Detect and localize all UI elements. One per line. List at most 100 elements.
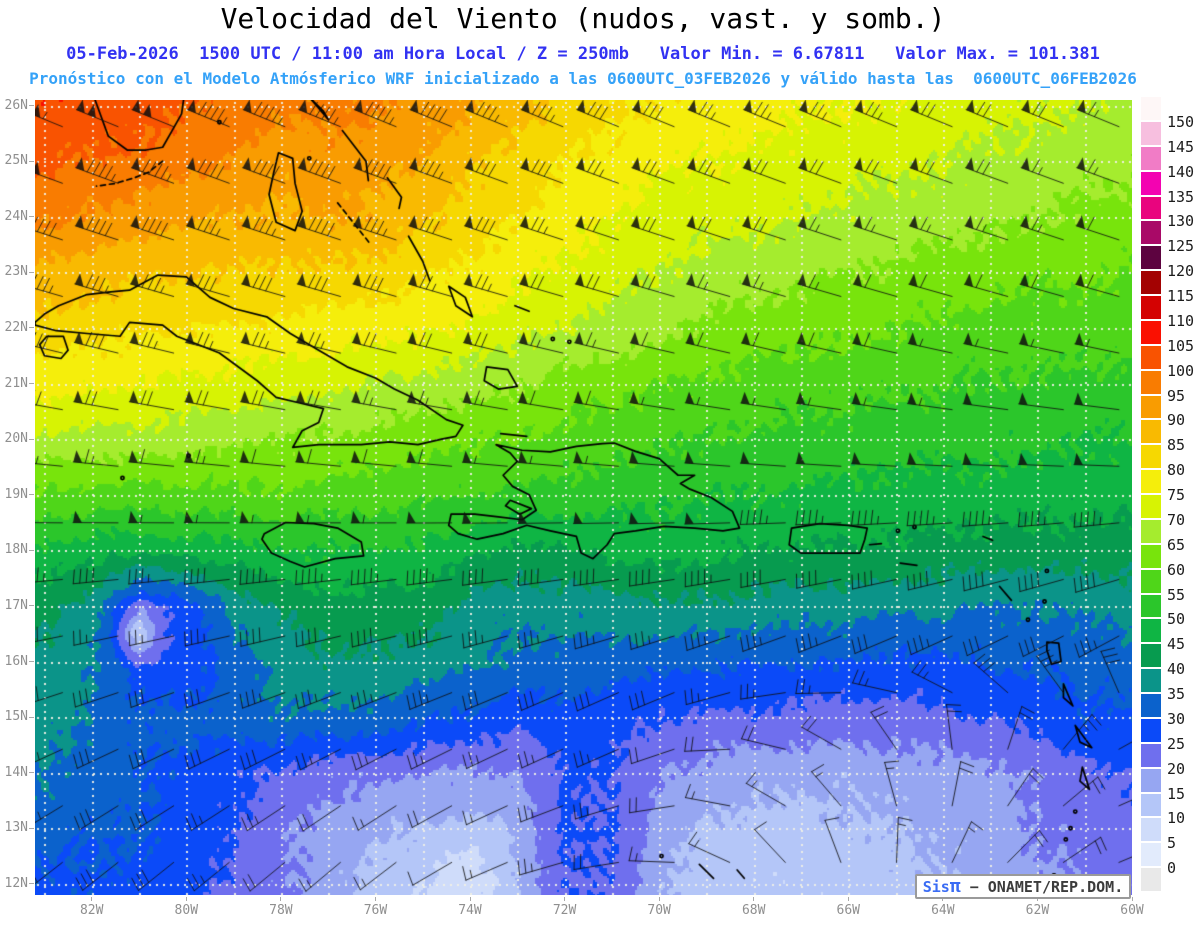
colorbar-band	[1141, 445, 1161, 471]
colorbar-band	[1141, 121, 1161, 147]
lat-tick	[29, 494, 34, 496]
colorbar-band	[1141, 793, 1161, 819]
watermark-box: Sis π − ONAMET/REP.DOM.	[915, 874, 1131, 899]
colorbar-band	[1141, 768, 1161, 794]
colorbar-band	[1141, 644, 1161, 670]
colorbar-band	[1141, 320, 1161, 346]
lon-label: 72W	[552, 903, 577, 918]
colorbar-level-label: 75	[1167, 486, 1186, 504]
lat-label: 22N	[4, 319, 28, 335]
colorbar-level-label: 80	[1167, 461, 1186, 480]
colorbar-band	[1141, 594, 1161, 620]
page-title: Velocidad del Viento (nudos, vast. y som…	[220, 2, 946, 35]
colorbar-band	[1141, 495, 1161, 520]
colorbar-level-label: 10	[1167, 809, 1186, 828]
lon-label: 66W	[836, 903, 861, 918]
colorbar-level-label: 25	[1167, 734, 1186, 753]
colorbar-level-label: 55	[1167, 585, 1186, 604]
colorbar-band	[1141, 619, 1161, 645]
lon-tick	[469, 897, 471, 901]
lat-label: 18N	[4, 542, 28, 558]
colorbar-level-label: 5	[1167, 834, 1177, 853]
lon-tick	[1131, 897, 1133, 901]
lat-tick	[29, 383, 34, 385]
colorbar-level-label: 70	[1167, 510, 1186, 529]
colorbar-level-label: 15	[1167, 784, 1186, 803]
colorbar-band	[1141, 97, 1161, 122]
lon-label: 70W	[647, 903, 671, 918]
colorbar-level-label: 145	[1167, 137, 1195, 156]
colorbar-band	[1141, 470, 1161, 495]
lon-label: 78W	[269, 903, 293, 918]
colorbar-level-label: 105	[1167, 336, 1195, 355]
lon-tick	[374, 897, 376, 901]
colorbar-band	[1141, 818, 1161, 844]
lon-tick	[658, 897, 660, 901]
lat-label: 25N	[4, 153, 28, 169]
colorbar-level-label: 135	[1167, 187, 1195, 206]
colorbar-band	[1141, 246, 1161, 272]
colorbar-level-label: 130	[1167, 212, 1195, 231]
lon-tick	[753, 897, 755, 901]
colorbar-level-label: 120	[1167, 262, 1195, 281]
colorbar-level-label: 125	[1167, 237, 1195, 256]
colorbar-band	[1141, 296, 1161, 321]
valid-time-line: 05-Feb-2026 1500 UTC / 11:00 am Hora Loc…	[66, 44, 1100, 64]
colorbar-band	[1141, 843, 1161, 869]
lon-label: 82W	[79, 903, 104, 918]
colorbar-band	[1141, 694, 1161, 719]
lat-tick	[29, 605, 34, 607]
wind-speed-colorbar	[1141, 97, 1161, 893]
lon-label: 64W	[931, 903, 955, 918]
pi-icon: π	[949, 875, 961, 897]
lat-tick	[29, 438, 34, 440]
lat-label: 12N	[4, 875, 28, 891]
colorbar-level-label: 35	[1167, 685, 1186, 703]
colorbar-band	[1141, 221, 1161, 247]
colorbar-band	[1141, 370, 1161, 396]
lat-label: 23N	[4, 264, 28, 280]
lon-tick	[847, 897, 849, 901]
colorbar-band	[1141, 718, 1161, 744]
colorbar-band	[1141, 868, 1161, 893]
colorbar-band	[1141, 519, 1161, 545]
colorbar-level-label: 85	[1167, 436, 1186, 455]
lat-tick	[29, 883, 34, 885]
lon-tick	[564, 897, 566, 901]
lat-tick	[29, 772, 34, 774]
lat-tick	[29, 105, 34, 107]
lat-tick	[29, 271, 34, 273]
lat-tick	[29, 661, 34, 662]
lat-label: 14N	[4, 764, 28, 780]
lon-label: 62W	[1025, 903, 1050, 918]
colorbar-band	[1141, 345, 1161, 371]
colorbar-band	[1141, 395, 1161, 421]
colorbar-level-label: 20	[1167, 759, 1186, 778]
lon-tick	[1036, 897, 1038, 901]
lon-label: 76W	[363, 903, 388, 918]
colorbar-band	[1141, 569, 1161, 595]
lat-label: 26N	[4, 97, 28, 113]
colorbar-level-label: 140	[1167, 162, 1195, 181]
colorbar-band	[1141, 669, 1161, 694]
lat-label: 13N	[4, 820, 28, 836]
colorbar-band	[1141, 743, 1161, 769]
lat-tick	[29, 549, 34, 551]
colorbar-level-label: 95	[1167, 386, 1186, 405]
colorbar-band	[1141, 420, 1161, 446]
colorbar-level-label: 60	[1167, 560, 1186, 579]
colorbar-level-label: 100	[1167, 361, 1195, 380]
lat-label: 17N	[4, 597, 28, 613]
colorbar-level-label: 40	[1167, 660, 1186, 679]
colorbar-band	[1141, 271, 1161, 296]
lon-tick	[280, 897, 282, 901]
colorbar-level-label: 45	[1167, 635, 1186, 654]
model-init-line: Pronóstico con el Modelo Atmósferico WRF…	[29, 69, 1137, 88]
lat-tick	[29, 216, 34, 218]
lon-tick	[185, 897, 187, 901]
lon-label: 60W	[1120, 903, 1144, 918]
colorbar-level-label: 30	[1167, 709, 1186, 728]
lon-tick	[91, 897, 93, 901]
lat-tick	[29, 716, 34, 718]
